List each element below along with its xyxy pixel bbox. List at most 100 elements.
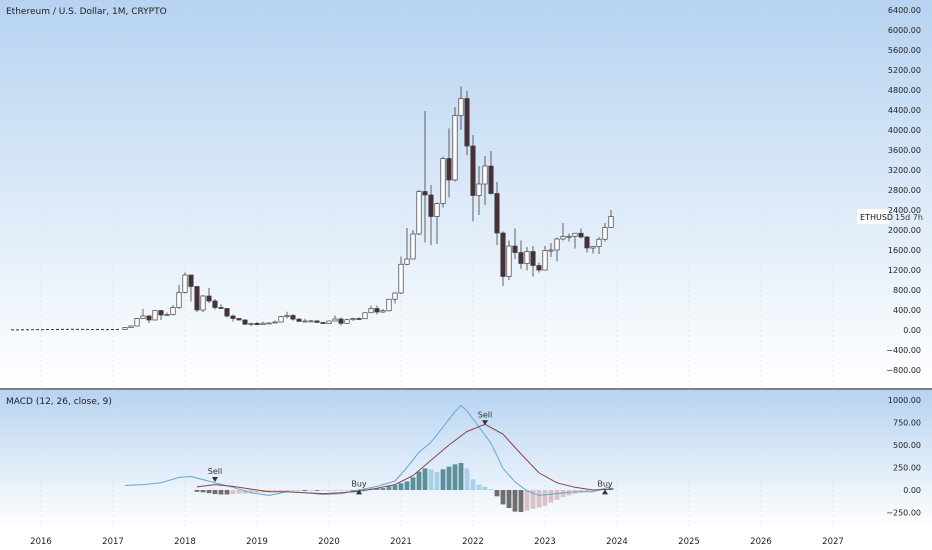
macd-line bbox=[124, 404, 612, 496]
histogram-bar bbox=[212, 490, 218, 495]
signal-marker-buy: Buy bbox=[597, 479, 613, 495]
candle-up bbox=[434, 202, 440, 244]
candle-down bbox=[320, 322, 326, 324]
candle-body bbox=[410, 233, 416, 260]
macd-tick-label: −250.00 bbox=[886, 509, 921, 518]
histogram-bar bbox=[530, 490, 536, 509]
candle-body bbox=[392, 292, 398, 300]
histogram-bar bbox=[296, 490, 302, 491]
histogram-bar bbox=[428, 469, 434, 490]
candle-up bbox=[452, 107, 458, 182]
macd-tick-label: 1000.00 bbox=[888, 396, 921, 405]
candle-up bbox=[308, 320, 314, 323]
macd-signals: Sell Buy Sell Buy bbox=[208, 410, 613, 495]
histogram-bar bbox=[224, 490, 230, 495]
sell-triangle-icon bbox=[482, 420, 488, 426]
candle-body bbox=[566, 235, 572, 238]
candle-body bbox=[338, 318, 344, 324]
candle-down bbox=[488, 151, 494, 195]
candle-body bbox=[218, 307, 224, 309]
price-axis: 6400.00 6000.00 5600.00 5200.00 4800.00 4400.… bbox=[886, 6, 921, 375]
histogram-bar bbox=[272, 490, 278, 492]
histogram-bar bbox=[536, 490, 542, 508]
macd-tick-label: 750.00 bbox=[893, 419, 921, 428]
histogram-bar bbox=[326, 490, 332, 491]
price-tick-label: 400.00 bbox=[893, 306, 921, 315]
candle-up bbox=[182, 272, 188, 294]
candle-down bbox=[464, 91, 470, 155]
histogram-bar bbox=[266, 490, 272, 493]
histogram-bar bbox=[416, 471, 422, 490]
candle-down bbox=[518, 240, 524, 269]
candle-body bbox=[542, 250, 548, 271]
histogram-bar bbox=[470, 479, 476, 490]
candle-up bbox=[416, 190, 422, 235]
candle-down bbox=[242, 319, 248, 325]
candle-body bbox=[314, 320, 320, 323]
histogram-bar bbox=[410, 477, 416, 490]
candle-up bbox=[566, 233, 572, 242]
buy-triangle-icon bbox=[602, 489, 608, 495]
price-tick-label: 6400.00 bbox=[888, 6, 921, 15]
candle-up bbox=[248, 322, 254, 326]
histogram-bar bbox=[434, 472, 440, 490]
candle-body bbox=[554, 238, 560, 251]
candle-body bbox=[362, 312, 368, 320]
histogram-bar bbox=[332, 490, 338, 491]
candle-body bbox=[302, 320, 308, 323]
candle-body bbox=[170, 307, 176, 315]
candle-body bbox=[296, 318, 302, 322]
candlestick-series bbox=[10, 86, 614, 331]
candle-body bbox=[434, 203, 440, 217]
histogram-bar bbox=[560, 490, 566, 498]
symbol-text: ETHUSD bbox=[860, 213, 893, 222]
candle-body bbox=[200, 295, 206, 311]
histogram-bar bbox=[284, 490, 290, 492]
price-tick-label: 4000.00 bbox=[888, 126, 921, 135]
candle-up bbox=[128, 325, 134, 328]
candle-body bbox=[578, 232, 584, 238]
candle-down bbox=[578, 228, 584, 239]
histogram-bar bbox=[524, 490, 530, 511]
candle-body bbox=[452, 115, 458, 181]
histogram-bar bbox=[308, 490, 314, 491]
candle-body bbox=[584, 236, 590, 249]
candle-body bbox=[458, 98, 464, 116]
histogram-bar bbox=[236, 490, 242, 494]
price-tick-label: 6000.00 bbox=[888, 26, 921, 35]
candle-down bbox=[254, 322, 260, 326]
histogram-bar bbox=[452, 464, 458, 490]
time-tick-label: 2025 bbox=[678, 537, 700, 547]
candle-body bbox=[602, 227, 608, 240]
signal-label: Buy bbox=[351, 479, 367, 488]
candle-body bbox=[482, 165, 488, 185]
candle-up bbox=[506, 240, 512, 280]
candle-body bbox=[506, 245, 512, 277]
candle-body bbox=[548, 249, 554, 252]
candle-up bbox=[284, 311, 290, 319]
candle-body bbox=[344, 319, 350, 324]
candle-up bbox=[332, 315, 338, 322]
candle-up bbox=[404, 228, 410, 265]
candle-up bbox=[542, 246, 548, 271]
price-tick-label: 2400.00 bbox=[888, 206, 921, 215]
candle-body bbox=[182, 274, 188, 293]
candle-down bbox=[536, 262, 542, 273]
price-tick-label: 1600.00 bbox=[888, 246, 921, 255]
candle-body bbox=[512, 245, 518, 253]
candle-body bbox=[608, 216, 614, 228]
histogram-bar bbox=[542, 490, 548, 506]
candle-down bbox=[296, 318, 302, 322]
histogram-bar bbox=[374, 488, 380, 490]
histogram-bar bbox=[194, 490, 200, 492]
candle-body bbox=[260, 322, 266, 326]
signal-label: Sell bbox=[208, 467, 222, 476]
candle-up bbox=[380, 309, 386, 313]
histogram-bar bbox=[200, 490, 206, 493]
candle-body bbox=[266, 322, 272, 325]
candle-body bbox=[230, 315, 236, 319]
candle-body bbox=[278, 316, 284, 323]
candle-down bbox=[422, 111, 428, 243]
candle-up bbox=[176, 285, 182, 309]
candle-body bbox=[368, 308, 374, 314]
